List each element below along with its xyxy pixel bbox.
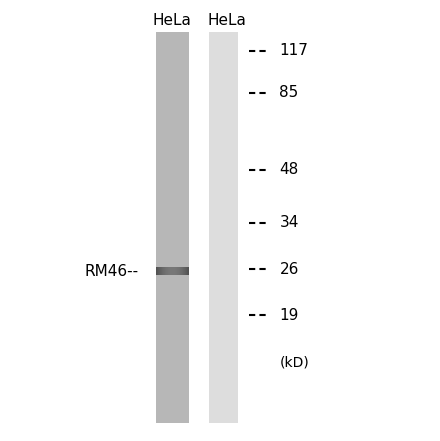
Text: 26: 26 — [279, 262, 299, 277]
Text: 117: 117 — [279, 43, 308, 58]
Text: 85: 85 — [279, 85, 299, 100]
Text: 19: 19 — [279, 308, 299, 323]
Text: RM46--: RM46-- — [84, 264, 139, 279]
Text: 48: 48 — [279, 162, 299, 177]
Text: 34: 34 — [279, 215, 299, 230]
Text: (kD): (kD) — [279, 355, 309, 369]
Text: HeLa: HeLa — [207, 13, 246, 28]
Text: HeLa: HeLa — [152, 13, 191, 28]
